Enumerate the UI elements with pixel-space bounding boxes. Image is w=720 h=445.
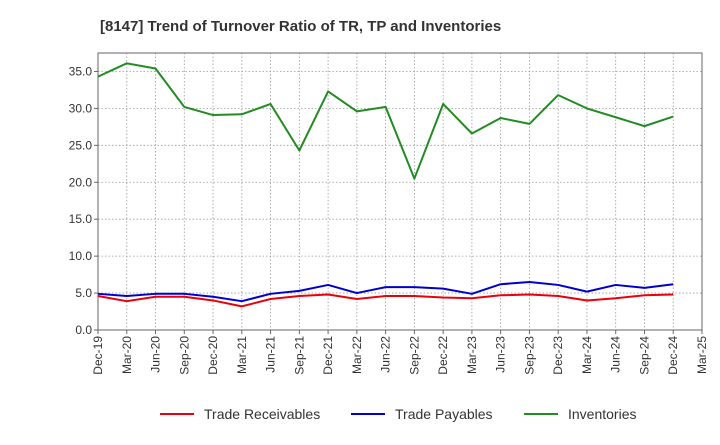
x-tick-label: Sep-22 xyxy=(407,336,421,375)
x-tick-label: Jun-24 xyxy=(609,336,623,373)
x-tick-label: Dec-22 xyxy=(436,336,450,375)
x-tick-label: Dec-21 xyxy=(321,336,335,375)
x-tick-label: Mar-24 xyxy=(580,336,594,374)
x-tick-label: Dec-24 xyxy=(666,336,680,375)
x-tick-label: Mar-25 xyxy=(695,336,709,374)
x-tick-label: Jun-20 xyxy=(149,336,163,373)
plot-area-frame xyxy=(97,52,703,331)
x-tick-label: Dec-20 xyxy=(206,336,220,375)
x-tick-label: Sep-23 xyxy=(522,336,536,375)
y-tick-label: 20.0 xyxy=(69,175,93,189)
grid-lines xyxy=(97,53,703,331)
y-tick-label: 25.0 xyxy=(69,138,93,152)
legend-label-inventories: Inventories xyxy=(568,406,636,422)
chart-title: [8147] Trend of Turnover Ratio of TR, TP… xyxy=(100,18,501,35)
x-tick-label: Mar-23 xyxy=(465,336,479,374)
y-tick-label: 30.0 xyxy=(69,101,93,115)
inventories-line xyxy=(97,62,674,180)
legend-label-trade-receivables: Trade Receivables xyxy=(204,406,320,422)
data-series xyxy=(97,62,674,308)
x-tick-label: Dec-19 xyxy=(91,336,105,375)
y-tick-label: 10.0 xyxy=(69,249,93,263)
axes: 0.0 5.0 10.0 15.0 20.0 25.0 30.0 35.0 Dec-19 Mar-… xyxy=(69,52,709,375)
y-tick-label: 15.0 xyxy=(69,212,93,226)
x-tick-label: Jun-22 xyxy=(379,336,393,373)
legend-label-trade-payables: Trade Payables xyxy=(395,406,493,422)
x-tick-label: Sep-24 xyxy=(637,336,651,375)
x-tick-label: Jun-21 xyxy=(264,336,278,373)
x-tick-label: Mar-21 xyxy=(235,336,249,374)
trade-receivables-line xyxy=(97,293,674,308)
x-tick-label: Mar-20 xyxy=(120,336,134,374)
x-tick-label: Jun-23 xyxy=(494,336,508,373)
x-tick-label: Sep-21 xyxy=(292,336,306,375)
x-tick-label: Sep-20 xyxy=(177,336,191,375)
x-tick-label: Dec-23 xyxy=(551,336,565,375)
chart-legend: Trade Receivables Trade Payables Inventori… xyxy=(160,406,636,422)
y-tick-label: 35.0 xyxy=(69,64,93,78)
y-tick-label: 0.0 xyxy=(75,323,92,337)
trade-payables-line xyxy=(97,280,674,303)
y-tick-label: 5.0 xyxy=(75,286,92,300)
x-tick-label: Mar-22 xyxy=(350,336,364,374)
